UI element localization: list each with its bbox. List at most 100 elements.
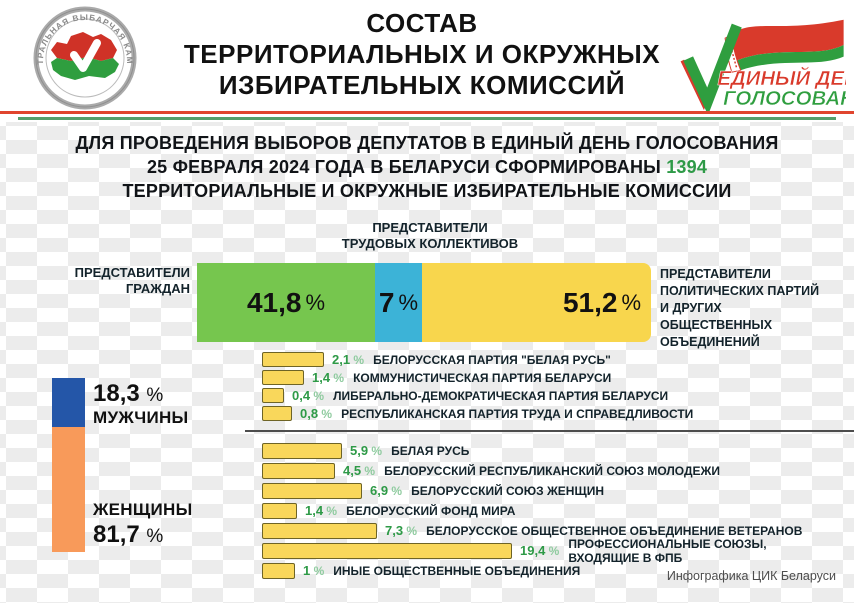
label-political-parties: ПРЕДСТАВИТЕЛИ ПОЛИТИЧЕСКИХ ПАРТИЙ И ДРУГ… xyxy=(660,267,820,349)
bar-value: 1,4 % xyxy=(312,369,344,387)
bar-label: БЕЛОРУССКИЙ ФОНД МИРА xyxy=(346,504,516,518)
composition-segment: 7% xyxy=(375,263,422,342)
belarus-map-north xyxy=(51,32,117,61)
bar-segment xyxy=(262,370,304,385)
bar-segment xyxy=(262,483,362,499)
bar-value-unit: % xyxy=(545,544,560,558)
cec-seal-icon: ЦЕНТРАЛЬНАЯ ВЫБАРЧАЯ КАМІСІЯ xyxy=(26,6,137,110)
bar-row: 0,4 % ЛИБЕРАЛЬНО-ДЕМОКРАТИЧЕСКАЯ ПАРТИЯ Б… xyxy=(262,388,668,403)
bar-label: ИНЫЕ ОБЩЕСТВЕННЫЕ ОБЪЕДИНЕНИЯ xyxy=(333,564,581,578)
checkmark-green-icon xyxy=(683,23,742,112)
segment-unit: % xyxy=(305,289,326,315)
flag-green-stripe xyxy=(736,44,844,71)
bar-value-number: 0,4 xyxy=(292,387,311,403)
bar-row: 1 % ИНЫЕ ОБЩЕСТВЕННЫЕ ОБЪЕДИНЕНИЯ xyxy=(262,563,580,579)
bar-label: БЕЛОРУССКАЯ ПАРТИЯ "БЕЛАЯ РУСЬ" xyxy=(373,352,611,367)
gender-stacked-bar xyxy=(52,378,85,552)
divider-green xyxy=(18,117,836,120)
bar-value-unit: % xyxy=(350,352,365,367)
bar-value: 0,8 % xyxy=(300,405,332,423)
bar-row: 1,4 % КОММУНИСТИЧЕСКАЯ ПАРТИЯ БЕЛАРУСИ xyxy=(262,370,611,385)
bar-value-number: 7,3 xyxy=(385,523,404,538)
segment-unit: % xyxy=(398,289,419,315)
bar-label: КОММУНИСТИЧЕСКАЯ ПАРТИЯ БЕЛАРУСИ xyxy=(353,370,612,385)
bar-value: 1 % xyxy=(303,562,324,580)
bar-value: 5,9 % xyxy=(350,442,382,460)
label-citizens: ПРЕДСТАВИТЕЛИ ГРАЖДАН xyxy=(74,265,190,296)
bar-value: 6,9 % xyxy=(370,482,402,500)
composition-stacked-bar: 41,8% 7% 51,2% xyxy=(197,263,651,342)
bar-label: БЕЛОРУССКИЙ СОЮЗ ЖЕНЩИН xyxy=(411,484,604,498)
logo-text-line1: ЕДИНЫЙ ДЕНЬ xyxy=(717,66,846,90)
bar-value-number: 4,5 xyxy=(343,463,362,478)
bar-segment xyxy=(262,352,324,367)
bar-value-unit: % xyxy=(368,444,383,458)
bar-segment xyxy=(262,563,295,579)
bar-value: 2,1 % xyxy=(332,351,364,369)
bar-value: 19,4 % xyxy=(520,542,559,560)
male-label: МУЖЧИНЫ xyxy=(93,408,189,427)
checkmark-icon xyxy=(70,39,101,72)
bar-value-unit: % xyxy=(310,388,325,403)
bar-value-number: 1,4 xyxy=(305,503,324,518)
segment-unit: % xyxy=(621,289,641,315)
single-voting-day-logo: ЕДИНЫЙ ДЕНЬ ГОЛОСОВАНИЯ xyxy=(680,19,846,112)
bar-value-unit: % xyxy=(323,504,338,518)
intro-line-3: ТЕРРИТОРИАЛЬНЫЕ И ОКРУЖНЫЕ ИЗБИРАТЕЛЬНЫЕ… xyxy=(122,181,732,201)
title-line-2: ТЕРРИТОРИАЛЬНЫХ И ОКРУЖНЫХ xyxy=(183,39,661,69)
bar-row: 2,1 % БЕЛОРУССКАЯ ПАРТИЯ "БЕЛАЯ РУСЬ" xyxy=(262,352,611,367)
bar-label: РЕСПУБЛИКАНСКАЯ ПАРТИЯ ТРУДА И СПРАВЕДЛИ… xyxy=(341,406,694,421)
segment-value: 7 xyxy=(378,286,395,318)
commissions-count: 1394 xyxy=(666,157,708,177)
bar-value: 7,3 % xyxy=(385,522,417,540)
segment-value: 51,2 xyxy=(562,286,618,318)
bar-segment xyxy=(262,503,297,519)
composition-segment: 51,2% xyxy=(422,263,651,342)
label-workers: ПРЕДСТАВИТЕЛИ ТРУДОВЫХ КОЛЛЕКТИВОВ xyxy=(341,220,519,251)
bar-value: 0,4 % xyxy=(292,387,324,405)
female-value: 81,7 % xyxy=(93,521,164,548)
bar-row: 6,9 % БЕЛОРУССКИЙ СОЮЗ ЖЕНЩИН xyxy=(262,483,604,499)
bar-value-unit: % xyxy=(361,464,376,478)
bar-value-unit: % xyxy=(318,406,333,421)
female-label: ЖЕНЩИНЫ xyxy=(93,500,193,519)
divider-red xyxy=(0,111,854,114)
bar-segment xyxy=(262,543,512,559)
bar-value: 4,5 % xyxy=(343,462,375,480)
bar-value-number: 19,4 xyxy=(520,543,546,558)
bar-segment xyxy=(262,406,292,421)
bar-value-number: 5,9 xyxy=(350,443,369,458)
bar-value-number: 2,1 xyxy=(332,351,351,367)
logo-text-line2: ГОЛОСОВАНИЯ xyxy=(723,88,846,110)
segment-value: 41,8 xyxy=(246,286,302,318)
title-line-3: ИЗБИРАТЕЛЬНЫХ КОМИССИЙ xyxy=(218,70,626,100)
bar-value-unit: % xyxy=(310,564,325,578)
section-divider xyxy=(245,430,854,432)
gender-segment xyxy=(52,427,85,552)
bar-value-number: 6,9 xyxy=(370,483,389,498)
composition-segment: 41,8% xyxy=(197,263,375,342)
title-line-1: СОСТАВ xyxy=(366,8,478,38)
association-bars-group: 5,9 % БЕЛАЯ РУСЬ 4,5 % БЕЛОРУССКИЙ РЕСПУБЛИ… xyxy=(262,443,802,583)
bar-value-number: 1 xyxy=(303,563,311,578)
bar-label: ПРОФЕССИОНАЛЬНЫЕ СОЮЗЫ, ВХОДЯЩИЕ В ФПБ xyxy=(568,537,767,565)
male-value: 18,3 % xyxy=(93,380,164,407)
bar-segment xyxy=(262,443,342,459)
bar-value-unit: % xyxy=(388,484,403,498)
bar-row: 4,5 % БЕЛОРУССКИЙ РЕСПУБЛИКАНСКИЙ СОЮЗ МО… xyxy=(262,463,720,479)
bar-segment xyxy=(262,388,284,403)
bar-row: 1,4 % БЕЛОРУССКИЙ ФОНД МИРА xyxy=(262,503,515,519)
bar-segment xyxy=(262,523,377,539)
bar-value: 1,4 % xyxy=(305,502,337,520)
bar-value-unit: % xyxy=(403,524,418,538)
bar-row: 5,9 % БЕЛАЯ РУСЬ xyxy=(262,443,469,459)
bar-label: БЕЛОРУССКИЙ РЕСПУБЛИКАНСКИЙ СОЮЗ МОЛОДЕЖ… xyxy=(384,464,720,478)
bar-value-number: 1,4 xyxy=(312,369,331,385)
intro-text: ДЛЯ ПРОВЕДЕНИЯ ВЫБОРОВ ДЕПУТАТОВ В ЕДИНЫ… xyxy=(40,131,814,203)
bar-value-number: 0,8 xyxy=(300,405,319,421)
intro-line-1: ДЛЯ ПРОВЕДЕНИЯ ВЫБОРОВ ДЕПУТАТОВ В ЕДИНЫ… xyxy=(75,133,779,153)
checker-background xyxy=(0,122,854,603)
credit-text: Инфографика ЦИК Беларуси xyxy=(666,569,836,583)
gender-segment xyxy=(52,378,85,427)
